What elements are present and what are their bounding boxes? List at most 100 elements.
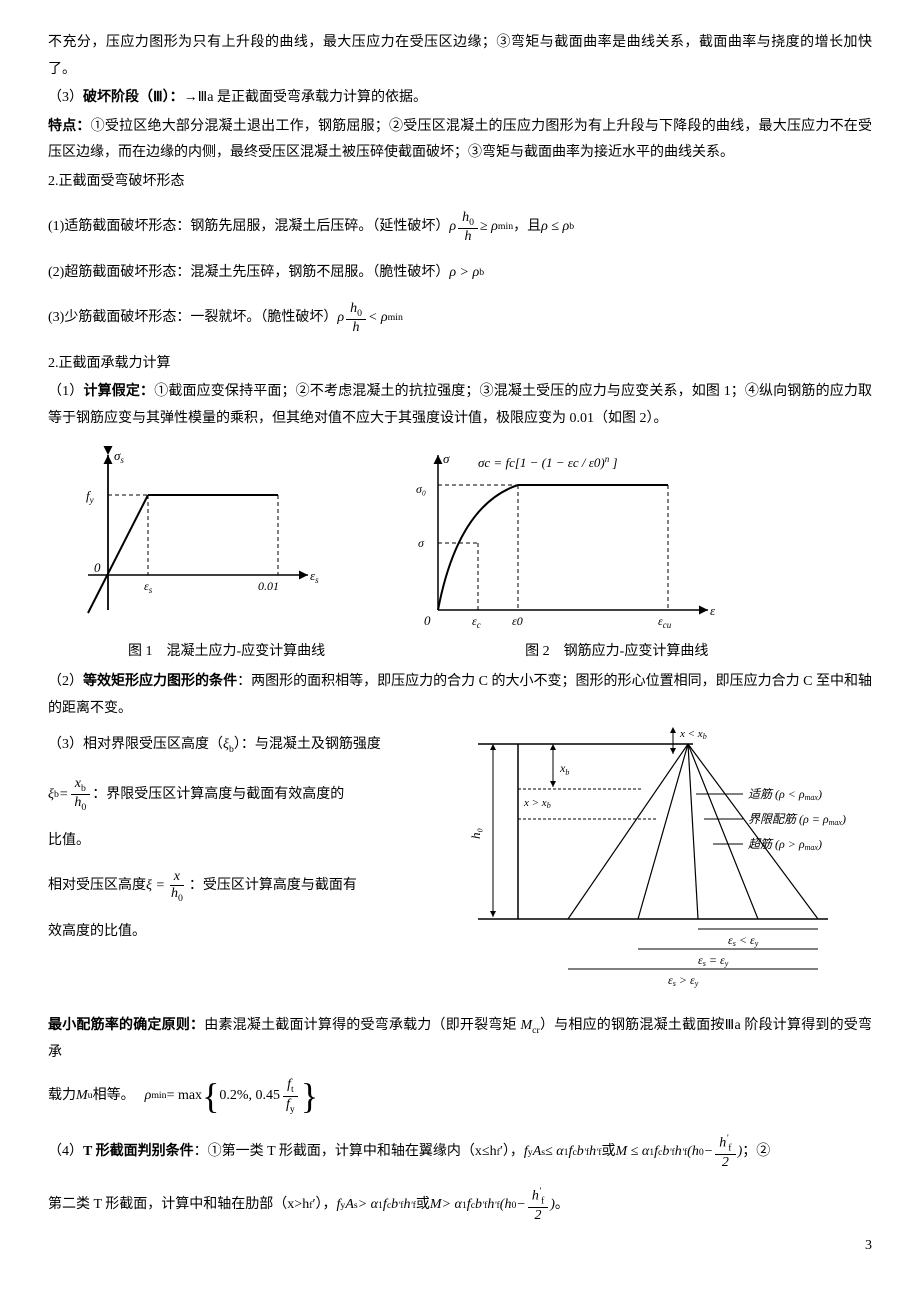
text: 相对受压区高度 [48, 873, 146, 900]
Mcr: Mcr [520, 1018, 539, 1033]
h0-open: (h0 [500, 1190, 517, 1221]
stress-strain-steel-chart: σs fy 0 εs 0.01 εs [48, 445, 328, 635]
eq: = [59, 782, 68, 809]
bf2: b'f [662, 1137, 674, 1168]
stress-strain-concrete-chart: σ σc = fc[1 − (1 − εc / ε0)n ] σ₀ σ 0 εc… [388, 445, 728, 635]
svg-text:x > xb: x > xb [523, 797, 551, 810]
svg-text:x < xb: x < xb [679, 728, 707, 741]
text: ：①第一类 T 形截面，计算中和轴在翼缘内（x≤h [194, 1137, 497, 1168]
formula-rho-min: 载力 Mu 相等。 ρmin = max { 0.2%, 0.45 ft fy … [48, 1077, 872, 1115]
title: 最小配筋率的确定原则： [48, 1018, 204, 1033]
or: 或 [416, 1190, 430, 1221]
prefix: （3） [48, 90, 83, 105]
title: T 形截面判别条件 [83, 1137, 194, 1168]
left-column: （3）相对界限受压区高度（ξb）：与混凝土及钢筋强度 ξb = xb h0 ：界… [48, 724, 428, 947]
prefix: （4） [48, 1137, 83, 1168]
xi-eq: ξ = [146, 873, 165, 900]
M-gt: M > α1 [430, 1190, 467, 1221]
text: ′）， [500, 1137, 524, 1168]
svg-text:σ: σ [418, 536, 425, 550]
svg-text:εcu: εcu [658, 614, 672, 630]
svg-text:εs: εs [144, 579, 153, 595]
right-column: h₀ xb x > xb x < xb 适筋 (ρ < ρmax) 界限配筋 (… [448, 724, 872, 1005]
fc2: fc [654, 1137, 662, 1168]
svg-text:σc = fc[1 − (1 − εc / ε0)n ]: σc = fc[1 − (1 − εc / ε0)n ] [478, 454, 618, 470]
svg-text:h₀: h₀ [468, 828, 483, 839]
semicolon: ；② [742, 1137, 770, 1168]
text: 由素混凝土截面计算得的受弯承载力（即开裂弯矩 [204, 1018, 520, 1033]
minus: − [516, 1190, 525, 1221]
hf2: h'f [675, 1137, 687, 1168]
para-section-2b: 2.正截面承载力计算 [48, 351, 872, 378]
svg-text:0: 0 [94, 560, 101, 575]
page-number: 3 [865, 1233, 872, 1260]
fc2: fc [467, 1190, 475, 1221]
rho-le-rhob: ρ ≤ ρb [541, 214, 574, 241]
rho-gt-rhob: ρ > ρb [449, 260, 484, 287]
sub: 0 [469, 216, 474, 227]
hf: h'f [589, 1137, 601, 1168]
fc: fc [569, 1137, 577, 1168]
svg-text:界限配筋 (ρ = ρmax): 界限配筋 (ρ = ρmax) [748, 812, 846, 827]
svg-text:超筋 (ρ > ρmax): 超筋 (ρ > ρmax) [748, 837, 822, 852]
text: （3）相对界限受压区高度（ [48, 737, 223, 752]
frac-ft-fy: ft fy [282, 1077, 299, 1115]
Mu: Mu [76, 1083, 93, 1110]
para-continuation: 不充分，压应力图形为只有上升段的曲线，最大压应力在受压区边缘；③弯矩与截面曲率是… [48, 30, 872, 83]
period: 。 [555, 1190, 569, 1221]
hf2: h'f [487, 1190, 499, 1221]
para-min-rho: 最小配筋率的确定原则：由素混凝土截面计算得的受弯承载力（即开裂弯矩 Mcr）与相… [48, 1013, 872, 1067]
h0-open: (h0 [687, 1137, 704, 1168]
text: ）：与混凝土及钢筋强度 [234, 737, 381, 752]
svg-text:xb: xb [559, 761, 569, 777]
minus: − [704, 1137, 713, 1168]
text: 第二类 T 形截面，计算中和轴在肋部（x>h [48, 1190, 309, 1221]
svg-text:εs = εy: εs = εy [698, 953, 729, 968]
text: 相等。 [93, 1083, 135, 1110]
rho: ρ [337, 305, 344, 332]
fig1-caption: 图 1 混凝土应力-应变计算曲线 [128, 639, 325, 666]
figure-2: σ σc = fc[1 − (1 − εc / ε0)n ] σ₀ σ 0 εc… [388, 445, 728, 635]
para-ratio: 比值。 [48, 828, 428, 855]
bf: b'f [391, 1190, 403, 1221]
para-t-section-2: 第二类 T 形截面，计算中和轴在肋部（x>hf′）， fy As > α1 fc… [48, 1186, 872, 1225]
para-features: 特点：①受拉区绝大部分混凝土退出工作，钢筋屈服；②受压区混凝土的压应力图形为有上… [48, 114, 872, 167]
svg-text:εs: εs [310, 568, 319, 585]
M-le: M ≤ α1 [616, 1137, 655, 1168]
fc: fc [383, 1190, 391, 1221]
num: h [462, 210, 469, 225]
desc: ：界限受压区计算高度与截面有效高度的 [92, 782, 344, 809]
rho: ρ [449, 214, 456, 241]
figure-captions: 图 1 混凝土应力-应变计算曲线 图 2 钢筋应力-应变计算曲线 [48, 639, 872, 666]
formula-xi-b: ξb = xb h0 ：界限受压区计算高度与截面有效高度的 [48, 776, 428, 814]
svg-text:适筋 (ρ < ρmax): 适筋 (ρ < ρmax) [748, 787, 822, 802]
xi-b: ξb [223, 737, 234, 752]
figure-1: σs fy 0 εs 0.01 εs [48, 445, 328, 635]
lt-rho-min: < ρmin [368, 305, 403, 332]
comma: ，且 [513, 214, 541, 241]
svg-text:ε0: ε0 [512, 614, 523, 628]
strain-diagram: h₀ xb x > xb x < xb 适筋 (ρ < ρmax) 界限配筋 (… [448, 724, 858, 994]
frac-hf-2: h'f 2 [528, 1186, 548, 1225]
para-section-2: 2.正截面受弯破坏形态 [48, 169, 872, 196]
text: (3)少筋截面破坏形态：一裂就坏。（脆性破坏） [48, 305, 337, 332]
svg-text:0: 0 [424, 613, 431, 628]
As: As [533, 1137, 545, 1168]
fy: fy [524, 1137, 533, 1168]
text: 载力 [48, 1083, 76, 1110]
content: ①受拉区绝大部分混凝土退出工作，钢筋屈服；②受压区混凝土的压应力图形为有上升段与… [48, 119, 872, 161]
content: ①截面应变保持平面；②不考虑混凝土的抗拉强度；③混凝土受压的应力与应变关系，如图… [48, 384, 872, 426]
bf2: b'f [475, 1190, 487, 1221]
title: 计算假定： [83, 384, 154, 399]
frac-h0-h: h0 h [458, 210, 478, 246]
text: (1)适筋截面破坏形态：钢筋先屈服，混凝土后压碎。（延性破坏） [48, 214, 449, 241]
num: h [350, 301, 357, 316]
text: ′）， [312, 1190, 336, 1221]
para-xi-b-intro: （3）相对界限受压区高度（ξb）：与混凝土及钢筋强度 [48, 732, 428, 759]
para-eff-height: 效高度的比值。 [48, 919, 428, 946]
geq-rho-min: ≥ ρmin [480, 214, 513, 241]
para-stage-3: （3）破坏阶段（Ⅲ）：→Ⅲa 是正截面受弯承载力计算的依据。 [48, 85, 872, 112]
label: 特点： [48, 119, 91, 134]
values: 0.2%, 0.45 [219, 1083, 280, 1110]
svg-text:εs < εy: εs < εy [728, 933, 759, 948]
